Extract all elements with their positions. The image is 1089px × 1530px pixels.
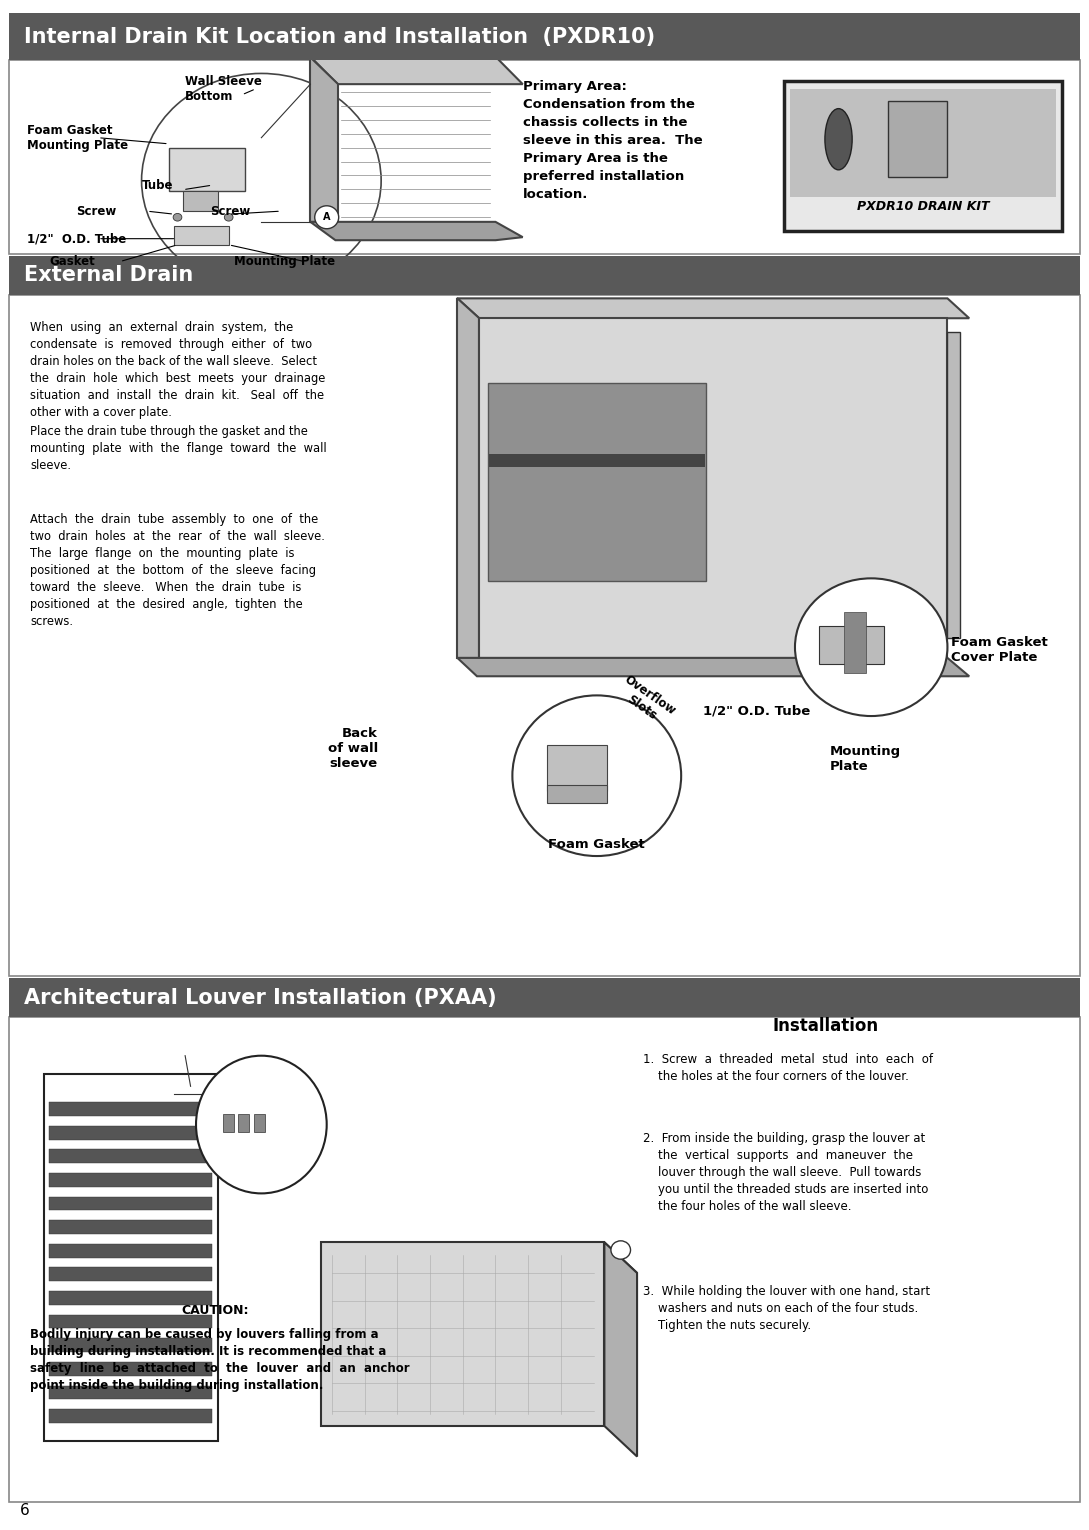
Text: External Drain: External Drain: [24, 265, 193, 286]
FancyBboxPatch shape: [49, 1149, 212, 1163]
FancyBboxPatch shape: [479, 318, 947, 658]
FancyBboxPatch shape: [49, 1244, 212, 1258]
FancyBboxPatch shape: [49, 1314, 212, 1328]
FancyBboxPatch shape: [238, 1114, 249, 1132]
FancyBboxPatch shape: [174, 226, 229, 245]
FancyBboxPatch shape: [888, 101, 947, 177]
Polygon shape: [321, 1242, 637, 1273]
FancyBboxPatch shape: [9, 978, 1080, 1017]
FancyBboxPatch shape: [321, 1242, 604, 1426]
Text: 2.  From inside the building, grasp the louver at
    the  vertical  supports  a: 2. From inside the building, grasp the l…: [643, 1132, 928, 1213]
Text: 3.  While holding the louver with one hand, start
    washers and nuts on each o: 3. While holding the louver with one han…: [643, 1285, 930, 1333]
FancyBboxPatch shape: [49, 1291, 212, 1305]
FancyBboxPatch shape: [844, 612, 866, 673]
FancyBboxPatch shape: [9, 1017, 1080, 1502]
Ellipse shape: [173, 214, 182, 222]
FancyBboxPatch shape: [169, 148, 245, 191]
Text: Bodily injury can be caused by louvers falling from a
building during installati: Bodily injury can be caused by louvers f…: [30, 1328, 411, 1392]
FancyBboxPatch shape: [49, 1196, 212, 1210]
Text: Internal Drain Kit Location and Installation  (PXDR10): Internal Drain Kit Location and Installa…: [24, 26, 656, 47]
Polygon shape: [457, 298, 969, 318]
FancyBboxPatch shape: [784, 81, 1062, 231]
FancyBboxPatch shape: [49, 1174, 212, 1187]
Text: Foam Gasket
Mounting Plate: Foam Gasket Mounting Plate: [27, 124, 129, 151]
Text: Architectural Louver Installation (PXAA): Architectural Louver Installation (PXAA): [24, 987, 497, 1008]
Polygon shape: [457, 298, 479, 658]
Text: Mounting
Plate: Mounting Plate: [830, 745, 901, 773]
Text: Foam Gasket: Foam Gasket: [549, 838, 645, 851]
FancyBboxPatch shape: [49, 1126, 212, 1140]
Polygon shape: [310, 57, 523, 84]
Text: A: A: [323, 213, 330, 222]
FancyBboxPatch shape: [9, 60, 1080, 254]
Text: Wall Sleeve
Bottom: Wall Sleeve Bottom: [185, 75, 262, 103]
Ellipse shape: [196, 1056, 327, 1193]
FancyBboxPatch shape: [49, 1102, 212, 1115]
Text: Overflow
Slots: Overflow Slots: [613, 673, 678, 730]
Text: 1.  Screw  a  threaded  metal  stud  into  each  of
    the holes at the four co: 1. Screw a threaded metal stud into each…: [643, 1053, 932, 1083]
FancyBboxPatch shape: [547, 745, 607, 791]
Polygon shape: [310, 57, 338, 222]
Text: Screw: Screw: [76, 205, 117, 217]
FancyBboxPatch shape: [254, 1114, 265, 1132]
Ellipse shape: [224, 214, 233, 222]
Text: Tube: Tube: [142, 179, 173, 191]
FancyBboxPatch shape: [49, 1409, 212, 1423]
Ellipse shape: [611, 1241, 631, 1259]
FancyBboxPatch shape: [947, 332, 960, 638]
Text: Back
of wall
sleeve: Back of wall sleeve: [328, 727, 378, 770]
Ellipse shape: [795, 578, 947, 716]
Text: Installation: Installation: [772, 1017, 879, 1036]
Text: When  using  an  external  drain  system,  the
condensate  is  removed  through : When using an external drain system, the…: [30, 321, 326, 419]
Ellipse shape: [825, 109, 852, 170]
FancyBboxPatch shape: [790, 89, 1056, 197]
FancyBboxPatch shape: [488, 382, 706, 581]
FancyBboxPatch shape: [489, 454, 705, 467]
Polygon shape: [604, 1242, 637, 1457]
FancyBboxPatch shape: [183, 191, 218, 211]
FancyBboxPatch shape: [819, 626, 884, 664]
Ellipse shape: [315, 205, 339, 228]
FancyBboxPatch shape: [49, 1362, 212, 1375]
Text: 1/2" O.D. Tube: 1/2" O.D. Tube: [703, 705, 810, 718]
Text: 6: 6: [20, 1502, 29, 1518]
FancyBboxPatch shape: [223, 1114, 234, 1132]
FancyBboxPatch shape: [49, 1386, 212, 1400]
FancyBboxPatch shape: [9, 12, 1080, 60]
Text: Place the drain tube through the gasket and the
mounting  plate  with  the  flan: Place the drain tube through the gasket …: [30, 425, 327, 473]
FancyBboxPatch shape: [547, 785, 607, 803]
FancyBboxPatch shape: [49, 1339, 212, 1353]
Text: Gasket: Gasket: [49, 256, 95, 268]
Text: 1/2"  O.D. Tube: 1/2" O.D. Tube: [27, 233, 126, 245]
Text: Foam Gasket
Cover Plate: Foam Gasket Cover Plate: [951, 636, 1048, 664]
Text: Primary Area:
Condensation from the
chassis collects in the
sleeve in this area.: Primary Area: Condensation from the chas…: [523, 80, 702, 200]
Polygon shape: [310, 222, 523, 240]
Ellipse shape: [513, 695, 682, 857]
FancyBboxPatch shape: [49, 1221, 212, 1235]
FancyBboxPatch shape: [9, 295, 1080, 976]
FancyBboxPatch shape: [49, 1267, 212, 1281]
Polygon shape: [457, 658, 969, 676]
FancyBboxPatch shape: [9, 256, 1080, 295]
Text: Mounting Plate: Mounting Plate: [234, 256, 335, 268]
Text: CAUTION:: CAUTION:: [182, 1304, 249, 1316]
Text: PXDR10 DRAIN KIT: PXDR10 DRAIN KIT: [857, 200, 989, 213]
Text: Screw: Screw: [210, 205, 250, 217]
Text: Attach  the  drain  tube  assembly  to  one  of  the
two  drain  holes  at  the : Attach the drain tube assembly to one of…: [30, 513, 326, 627]
